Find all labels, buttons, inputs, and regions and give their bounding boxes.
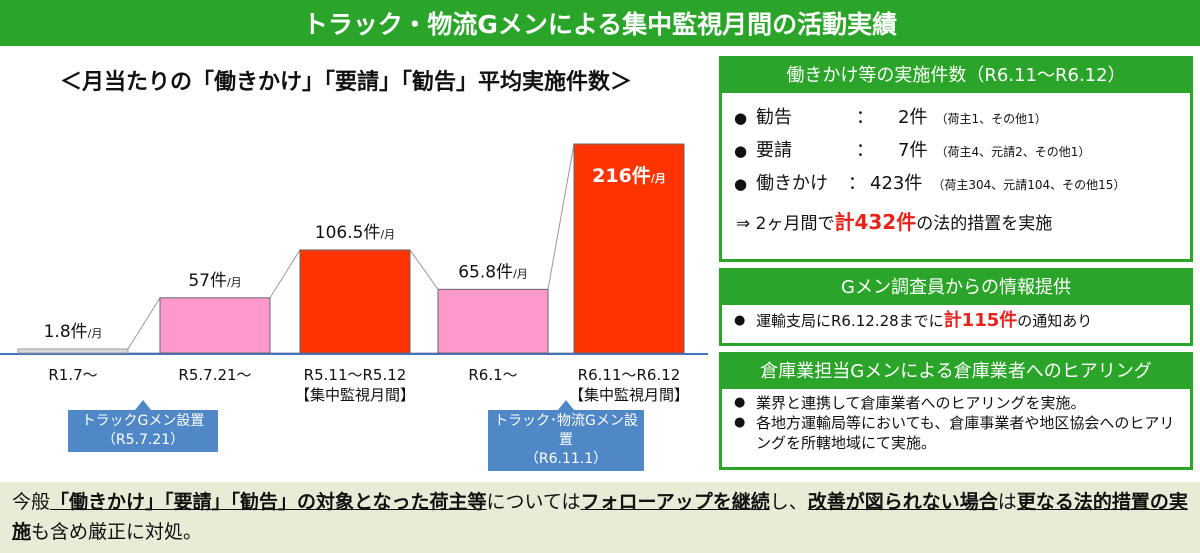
footer-bold-1: 「働きかけ」「要請」「勧告」の対象となった荷主等 [50, 491, 487, 513]
data-label: 1.8件/月 [44, 322, 103, 342]
page-title: トラック・物流Gメンによる集中監視月間の活動実績 [302, 10, 898, 39]
callout-line2: （R6.11.1） [524, 451, 608, 467]
bar [17, 348, 129, 354]
connector-line [547, 143, 575, 290]
row-note: （荷主4、元請2、その他1） [935, 145, 1091, 159]
row-value: 423件 [870, 173, 923, 194]
data-label: 57件/月 [188, 271, 241, 291]
bullet-icon: ● [734, 313, 746, 328]
bar [573, 143, 685, 354]
category-label: R5.7.21～ [178, 366, 251, 384]
category-label: R6.1～ [468, 366, 517, 384]
summary-suffix: の法的措置を実施 [916, 214, 1053, 234]
row-recommendation: ● 勧告 ： 2件 （荷主1、その他1） [734, 103, 1178, 136]
bullet-icon: ● [734, 175, 748, 193]
panel-warehouse-hearing: 倉庫業担当Gメンによる倉庫業者へのヒアリング ● 業界と連携して倉庫業者へのヒア… [719, 352, 1193, 470]
connector-line [269, 249, 301, 299]
panel-title: 倉庫業担当Gメンによる倉庫業者へのヒアリング [722, 355, 1190, 389]
row-colon: ： [856, 107, 874, 128]
row-label: 勧告 [756, 107, 792, 128]
callout-logistics-gmen: トラック･物流Gメン設置 （R6.11.1） [488, 400, 644, 471]
callout-line1: トラック･物流Gメン設置 [494, 413, 638, 448]
category-label: R6.11～R6.12 [578, 366, 681, 384]
info-prefix: 運輸支局にR6.12.28までに [756, 312, 944, 330]
category-label: 【集中監視月間】 [295, 386, 415, 404]
row-approach: ● 働きかけ ： 423件 （荷主304、元請104、その他15） [734, 169, 1178, 202]
panel-action-counts: 働きかけ等の実施件数（R6.11～R6.12） ● 勧告 ： 2件 （荷主1、そ… [719, 56, 1193, 262]
summary-prefix: ⇒ 2ヶ月間で [736, 214, 835, 234]
row-label: 働きかけ [756, 173, 828, 194]
bullet-icon: ● [734, 142, 748, 160]
bullet-icon: ● [734, 415, 746, 430]
bar [159, 297, 271, 354]
footer-text-2: については [486, 491, 581, 513]
info-line: ● 運輸支局にR6.12.28までに計115件の通知あり [734, 311, 1178, 331]
row-value: 2件 [898, 107, 928, 128]
list-item-text: 業界と連携して倉庫業者へのヒアリングを実施。 [756, 394, 1086, 412]
row-note: （荷主1、その他1） [935, 112, 1047, 126]
footer-bold-4: 更なる法的措置の実施 [12, 491, 1188, 543]
info-suffix: の通知あり [1017, 312, 1093, 330]
callout-line1: トラックGメン設置 [81, 413, 205, 429]
data-label: 106.5件/月 [315, 223, 395, 243]
data-label: 65.8件/月 [458, 262, 528, 282]
data-label: 216件/月 [592, 164, 666, 187]
footer-bold-2: フォローアップを継続 [580, 491, 770, 513]
callout-truck-gmen: トラックGメン設置 （R5.7.21） [68, 400, 218, 452]
bullet-icon: ● [734, 395, 746, 410]
callout-line2: （R5.7.21） [101, 432, 185, 448]
list-item: ● 各地方運輸局等においても、倉庫事業者や地区協会へのヒアリングを所轄地域にて実… [734, 413, 1178, 453]
connector-line [409, 249, 439, 290]
footer-text-4: は [997, 491, 1017, 513]
row-value: 7件 [898, 140, 928, 161]
summary-line: ⇒ 2ヶ月間で計432件の法的措置を実施 [736, 206, 1178, 235]
list-item-text: 各地方運輸局等においても、倉庫事業者や地区協会へのヒアリングを所轄地域にて実施。 [756, 414, 1175, 452]
panel-info-provision: Gメン調査員からの情報提供 ● 運輸支局にR6.12.28までに計115件の通知… [719, 268, 1193, 346]
category-label: 【集中監視月間】 [569, 386, 689, 404]
connector-line [127, 297, 161, 350]
bar [437, 288, 549, 354]
panel-title: 働きかけ等の実施件数（R6.11～R6.12） [722, 59, 1190, 93]
row-request: ● 要請 ： 7件 （荷主4、元請2、その他1） [734, 136, 1178, 169]
bullet-icon: ● [734, 109, 748, 127]
list-item: ● 業界と連携して倉庫業者へのヒアリングを実施。 [734, 393, 1178, 413]
footer-bold-3: 改善が図られない場合 [807, 491, 998, 513]
bar [299, 249, 411, 354]
row-colon: ： [848, 173, 866, 194]
footer-text-5: も含め厳正に対処。 [31, 521, 203, 543]
category-label: R5.11～R5.12 [304, 366, 407, 384]
summary-highlight: 計432件 [834, 210, 917, 234]
category-label: R1.7～ [48, 366, 97, 384]
footer-text-3: し、 [769, 491, 808, 513]
footer-text-1: 今般 [12, 491, 51, 513]
footer-note: 今般「働きかけ」「要請」「勧告」の対象となった荷主等についてはフォローアップを継… [0, 482, 1200, 553]
page-header: トラック・物流Gメンによる集中監視月間の活動実績 [0, 0, 1200, 46]
chart-title: ＜月当たりの「働きかけ」「要請」「勧告」平均実施件数＞ [60, 70, 633, 95]
info-highlight: 計115件 [943, 310, 1018, 331]
row-note: （荷主304、元請104、その他15） [932, 178, 1126, 192]
panel-title: Gメン調査員からの情報提供 [722, 271, 1190, 305]
row-label: 要請 [756, 140, 792, 161]
row-colon: ： [856, 140, 874, 161]
bar-chart: 1.8件/月 R1.7～ 57件/月 R5.7.21～ 106.5件/月 R5.11～R5… [0, 143, 708, 404]
